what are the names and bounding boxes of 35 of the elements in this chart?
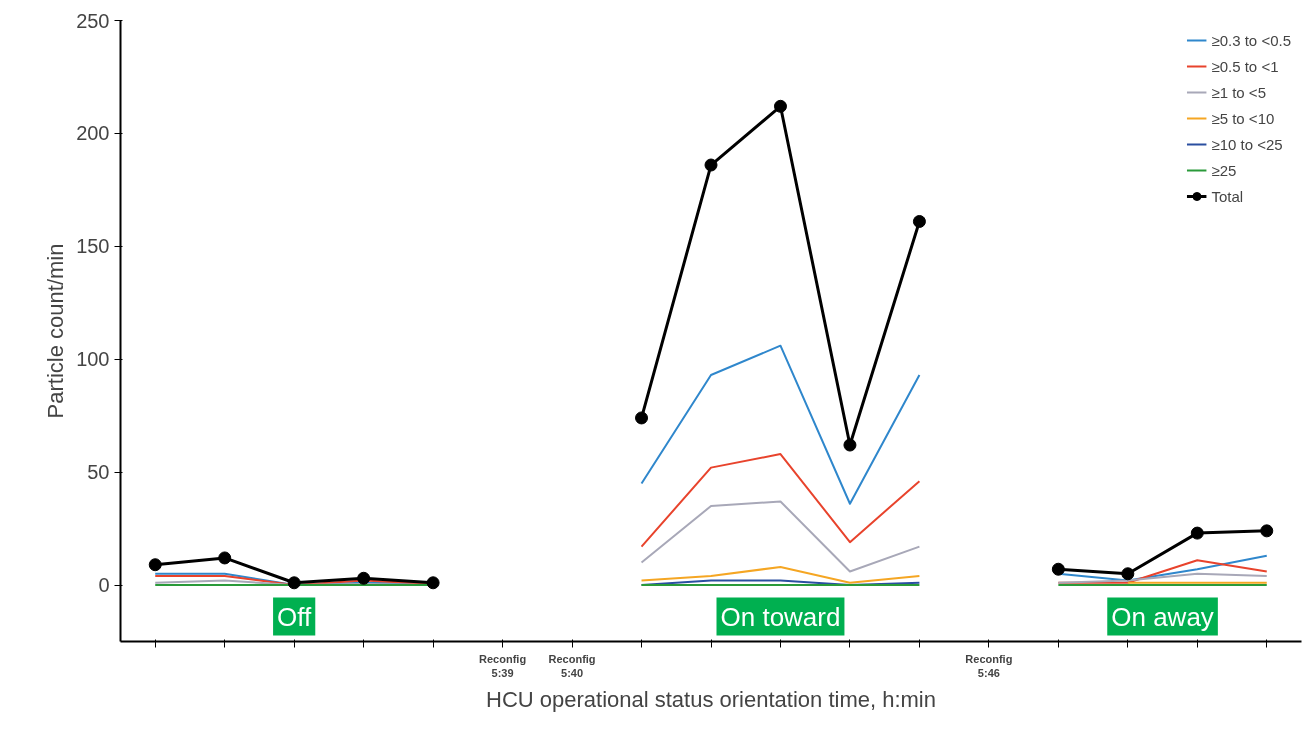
point — [1190, 526, 1204, 540]
point — [635, 411, 649, 425]
point — [912, 214, 926, 228]
point — [704, 158, 718, 172]
y-tick-label: 250 — [76, 9, 110, 32]
annotation: Off — [277, 601, 313, 632]
legend-label: ≥0.5 to <1 — [1211, 57, 1279, 75]
legend-label: ≥5 to <10 — [1211, 109, 1275, 127]
point — [1260, 524, 1274, 538]
legend-label: ≥25 — [1211, 161, 1237, 179]
x-tick-label: Reconfig 5:40 — [548, 652, 596, 679]
y-tick-label: 100 — [76, 348, 110, 371]
y-tick-label: 200 — [76, 122, 110, 145]
point — [218, 551, 232, 565]
point — [148, 558, 162, 572]
y-axis-title: Particle count/min — [43, 243, 69, 419]
y-tick-label: 0 — [98, 574, 110, 597]
x-axis-title: HCU operational status orientation time, h:min — [486, 686, 936, 712]
point — [426, 576, 440, 590]
annotation: On toward — [720, 601, 841, 632]
point — [287, 576, 301, 590]
annotation: On away — [1111, 601, 1214, 632]
point — [843, 438, 857, 452]
point — [1121, 567, 1135, 581]
legend-label: ≥10 to <25 — [1211, 135, 1283, 153]
point — [1051, 562, 1065, 576]
y-tick-label: 150 — [76, 235, 110, 258]
legend-label: Total — [1211, 187, 1244, 205]
x-tick-label: Reconfig 5:46 — [965, 652, 1013, 679]
y-tick-label: 50 — [87, 461, 110, 484]
x-tick-label: Reconfig 5:39 — [479, 652, 527, 679]
point — [773, 99, 787, 113]
legend-label: ≥0.3 to <0.5 — [1211, 31, 1291, 49]
point — [357, 571, 371, 585]
legend-label: ≥1 to <5 — [1211, 83, 1266, 101]
